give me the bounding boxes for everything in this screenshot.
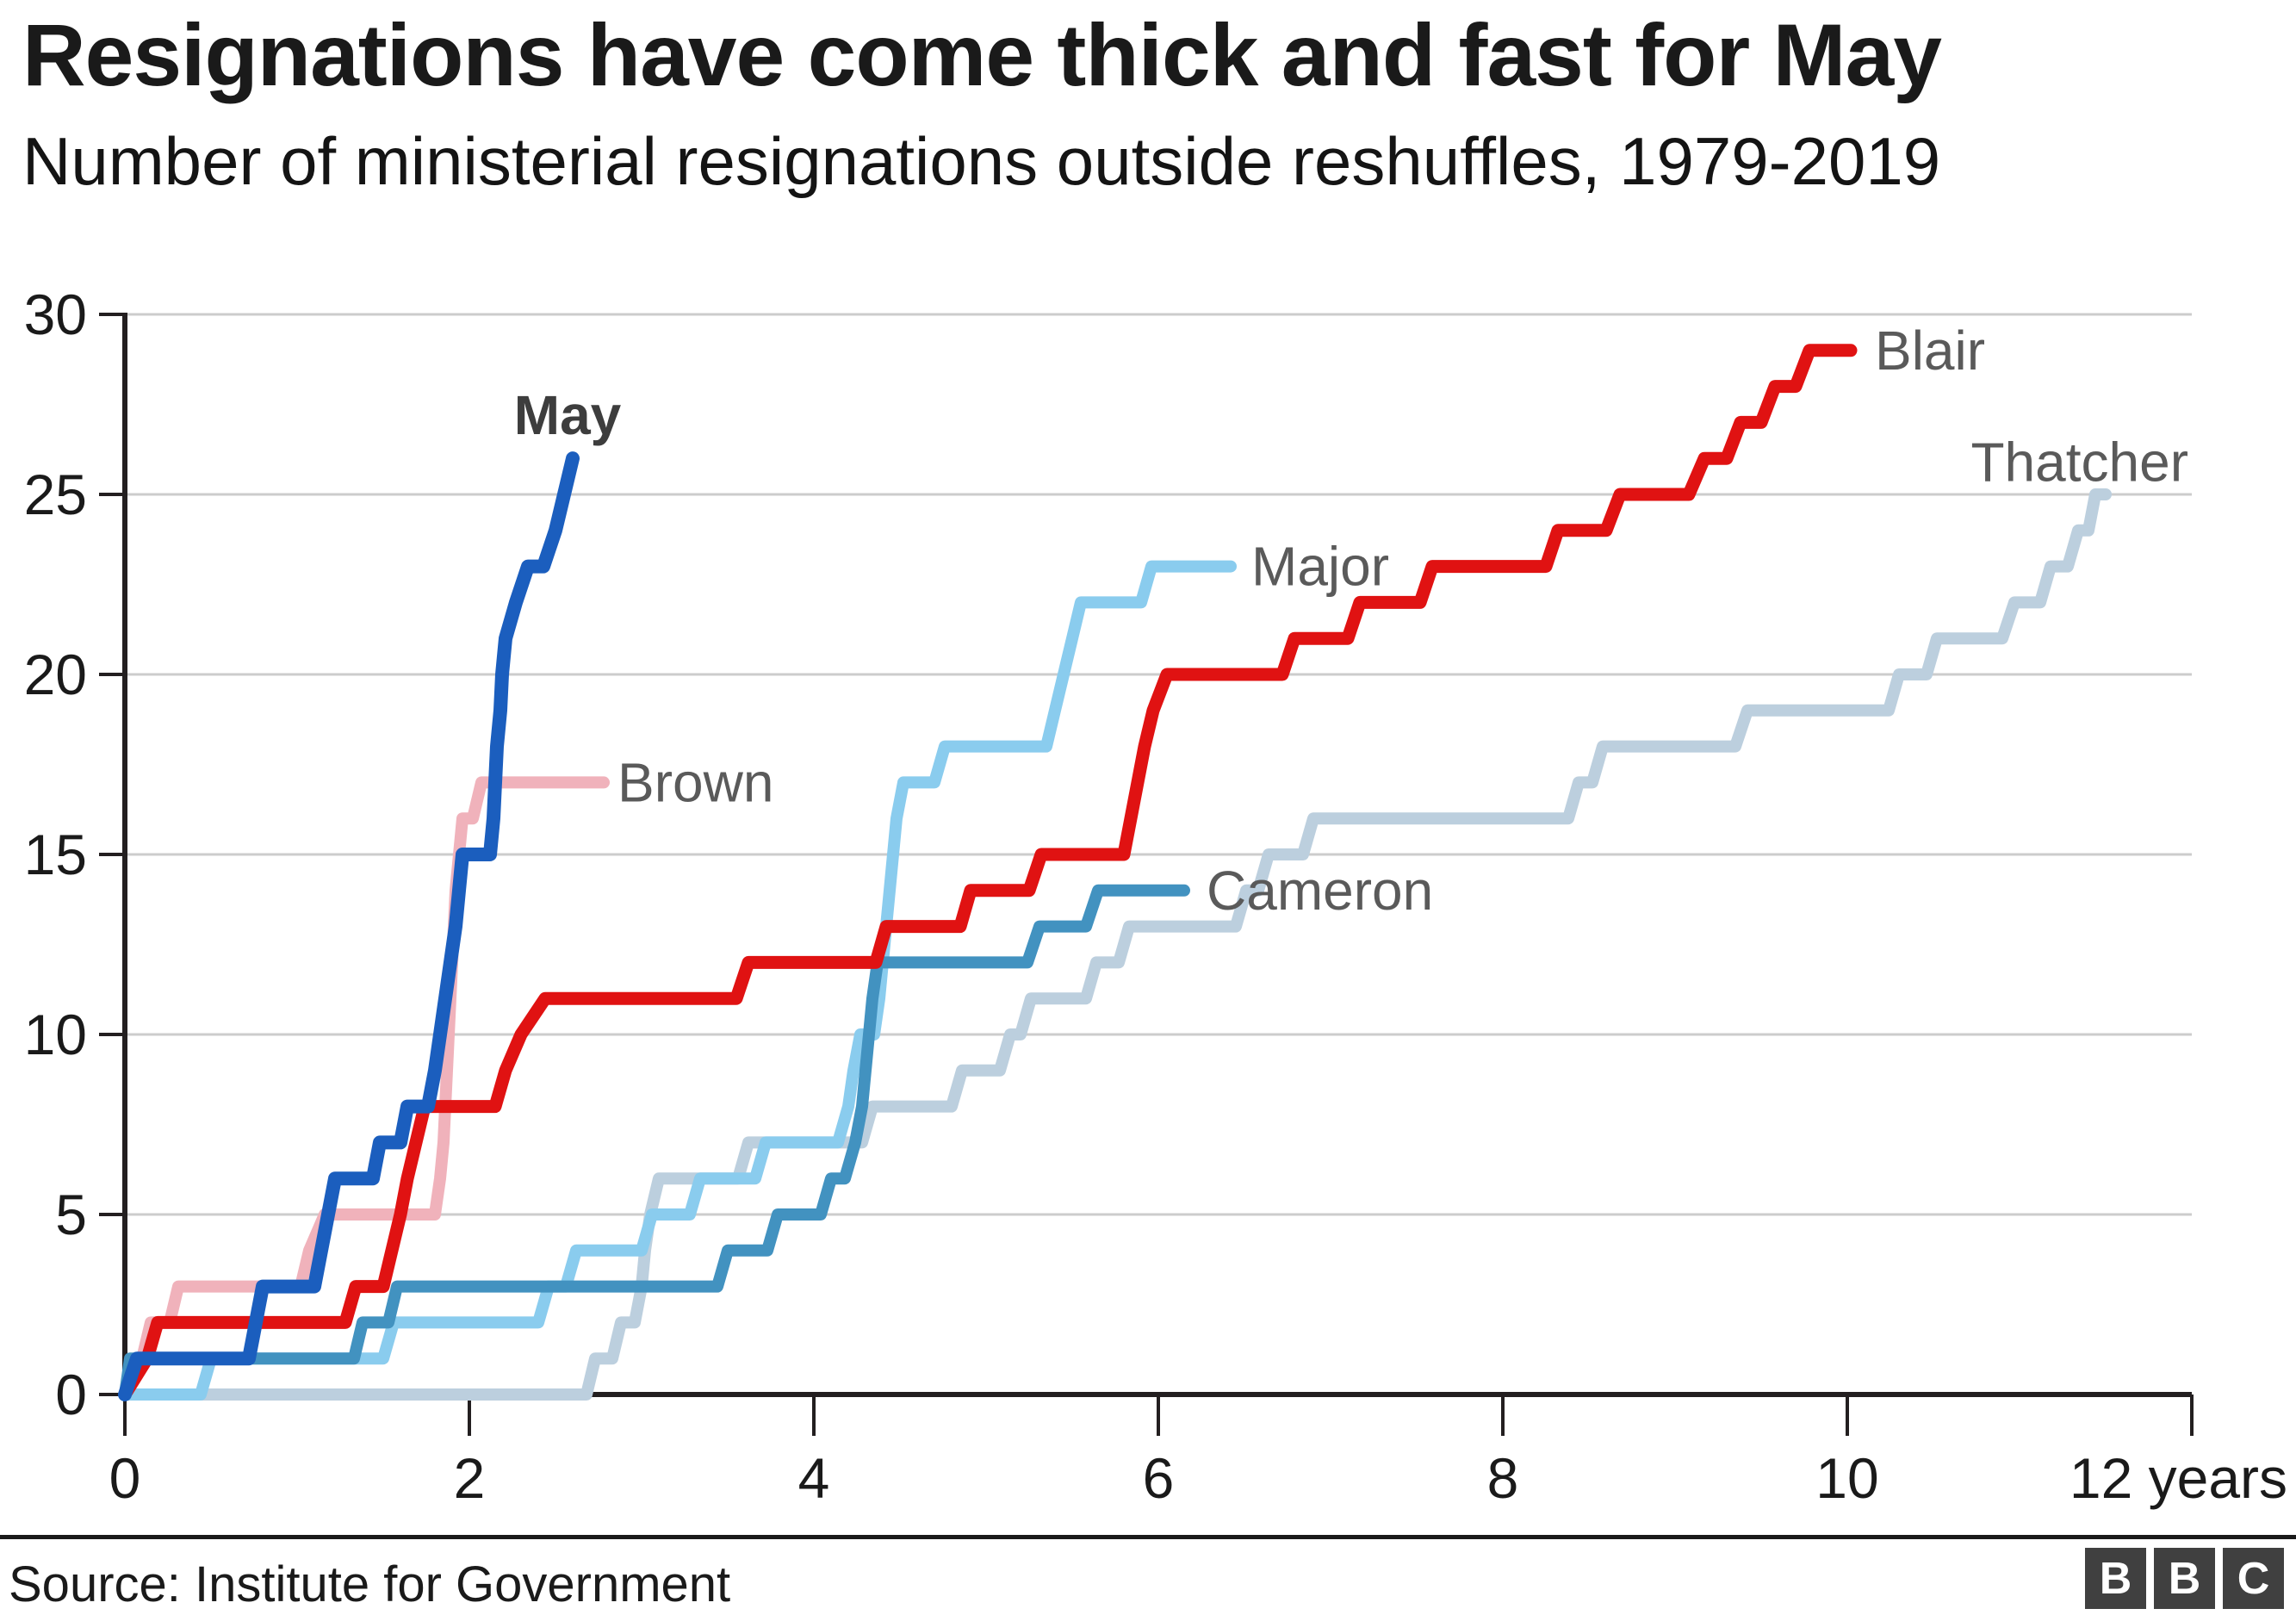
bbc-logo-letter: B — [2099, 1553, 2132, 1604]
x-tick-label-4: 4 — [798, 1446, 830, 1510]
bbc-logo-block: B — [2085, 1548, 2146, 1609]
series-label-thatcher: Thatcher — [1970, 431, 2188, 493]
y-tick-label-10: 10 — [24, 1003, 87, 1066]
series-line-cameron — [119, 884, 1190, 1401]
bbc-logo-block: B — [2154, 1548, 2215, 1609]
footer-divider — [0, 1535, 2296, 1539]
bbc-logo-block: C — [2223, 1548, 2284, 1609]
y-tick-label-25: 25 — [24, 463, 87, 526]
series-line-thatcher — [119, 488, 2112, 1401]
x-tick-label-6: 6 — [1143, 1446, 1175, 1510]
chart-subtitle: Number of ministerial resignations outsi… — [22, 123, 1941, 199]
series-line-brown — [119, 776, 610, 1401]
bbc-logo-letter: C — [2237, 1553, 2270, 1604]
x-tick-label-2: 2 — [454, 1446, 486, 1510]
series-line-blair — [118, 344, 1858, 1401]
bbc-logo-letter: B — [2168, 1553, 2201, 1604]
chart-title: Resignations have come thick and fast fo… — [22, 6, 1942, 104]
series-line-major — [119, 560, 1237, 1401]
series-label-blair: Blair — [1875, 320, 1985, 382]
series-label-brown: Brown — [617, 751, 773, 813]
series-label-may: May — [514, 384, 622, 446]
series-label-major: Major — [1251, 536, 1389, 598]
source-text: Source: Institute for Government — [9, 1556, 731, 1612]
y-tick-label-0: 0 — [55, 1363, 87, 1426]
x-tick-label-0: 0 — [109, 1446, 141, 1510]
y-tick-label-15: 15 — [24, 823, 87, 886]
x-tick-label-12: 12 years — [2070, 1446, 2287, 1510]
x-tick-label-10: 10 — [1815, 1446, 1878, 1510]
series-label-cameron: Cameron — [1207, 860, 1433, 922]
x-tick-label-8: 8 — [1487, 1446, 1519, 1510]
y-tick-label-5: 5 — [55, 1183, 87, 1246]
y-tick-label-30: 30 — [24, 283, 87, 346]
series-line-may — [118, 451, 580, 1401]
y-tick-label-20: 20 — [24, 643, 87, 706]
